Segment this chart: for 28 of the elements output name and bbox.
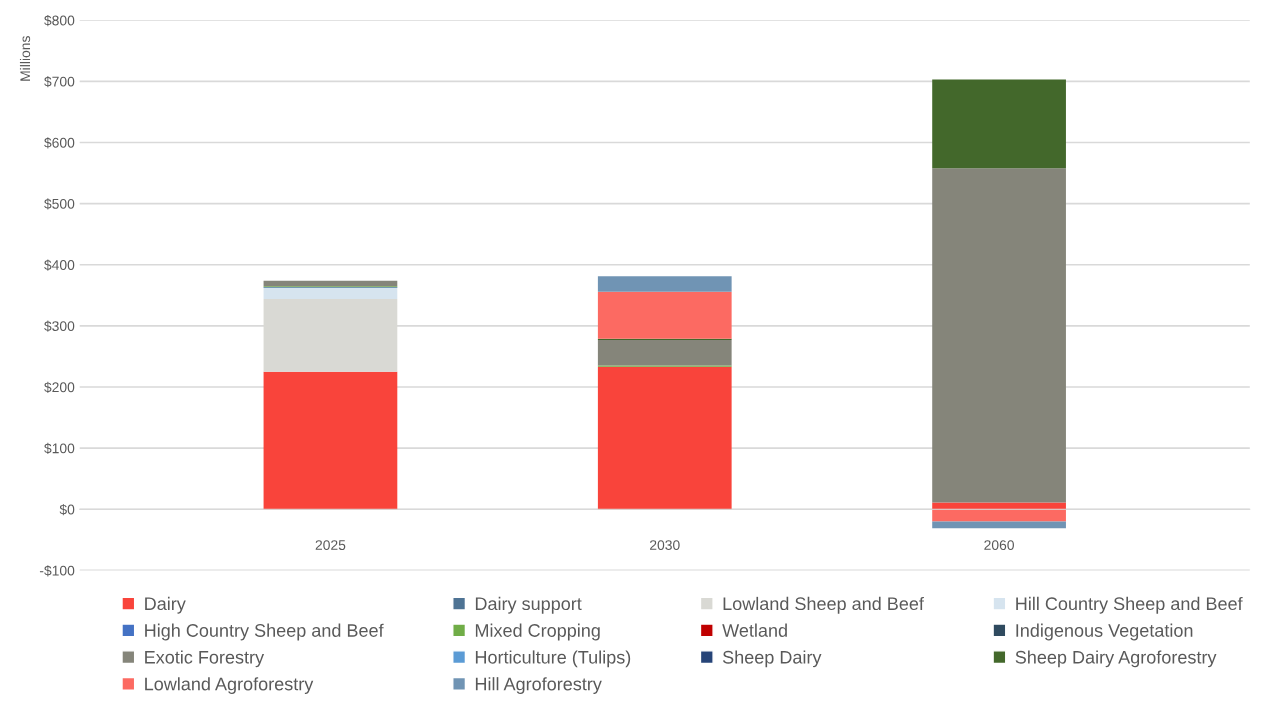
y-tick-label: $400 <box>44 259 75 271</box>
legend-label: Hill Agroforestry <box>475 677 602 694</box>
y-tick-label: $300 <box>44 320 75 332</box>
legend-label: Lowland Agroforestry <box>145 677 314 694</box>
y-tick-label: $200 <box>44 381 75 393</box>
legend-label: High Country Sheep and Beef <box>145 623 384 641</box>
x-tick-label: 2030 <box>650 540 680 551</box>
y-tick-label: $700 <box>44 76 75 88</box>
y-tick-label: $0 <box>59 504 75 516</box>
legend-label: Indigenous Vegetation <box>1016 623 1193 641</box>
y-axis-title: Millions <box>19 36 31 81</box>
legend-label: Sheep Dairy <box>722 650 822 668</box>
legend-label: Dairy support <box>475 596 582 614</box>
legend-label: Dairy <box>145 596 186 614</box>
legend-label: Lowland Sheep and Beef <box>723 596 924 614</box>
x-tick-label: 2025 <box>315 540 346 551</box>
x-tick-label: 2060 <box>984 540 1014 551</box>
legend-label: Hill Country Sheep and Beef <box>1016 596 1243 614</box>
y-tick-label: $800 <box>44 14 75 27</box>
y-tick-label: -$100 <box>39 565 75 577</box>
legend-label: Sheep Dairy Agroforestry <box>1015 650 1217 668</box>
legend-label: Exotic Forestry <box>145 650 265 668</box>
legend-label: Mixed Cropping <box>475 623 600 641</box>
y-tick-label: $600 <box>44 137 75 149</box>
y-tick-label: $100 <box>44 442 75 455</box>
legend-label: Wetland <box>722 623 787 637</box>
y-tick-label: $500 <box>44 198 75 210</box>
legend-label: Horticulture (Tulips) <box>475 650 631 668</box>
